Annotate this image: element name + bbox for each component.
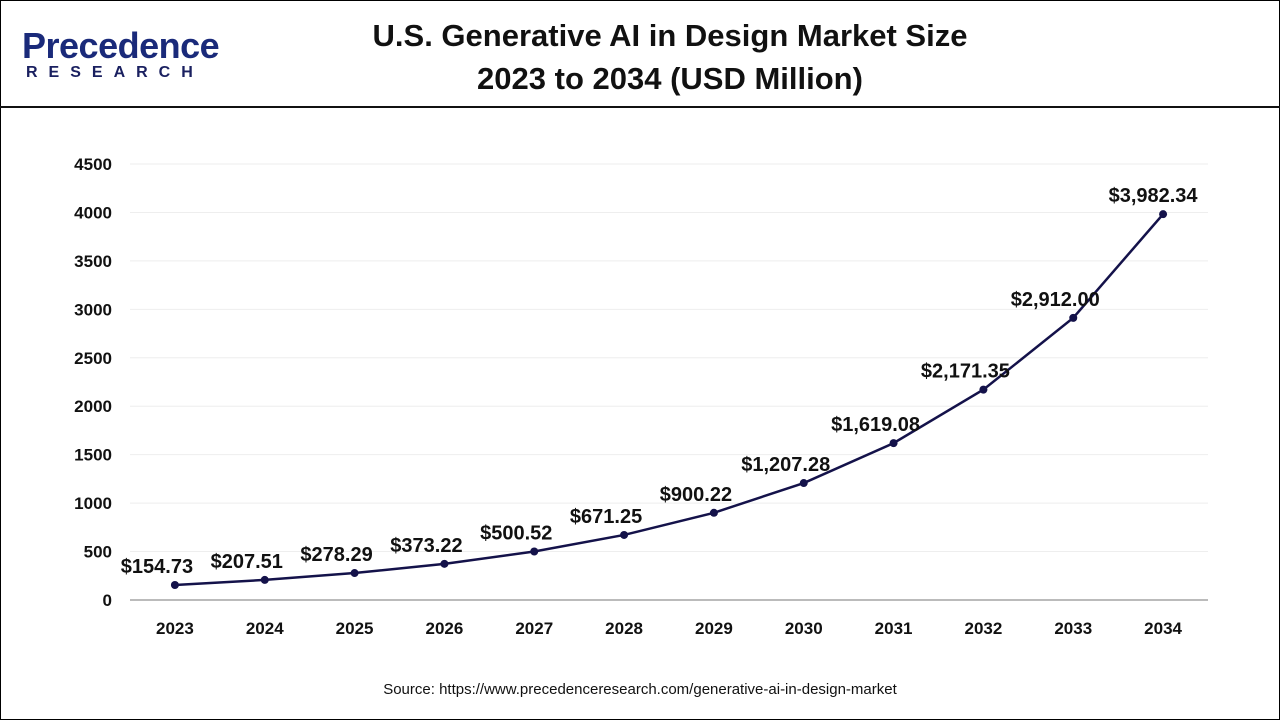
data-point <box>709 508 718 517</box>
x-tick-label: 2026 <box>426 619 464 638</box>
data-label: $373.22 <box>390 535 462 557</box>
data-point <box>799 479 808 488</box>
data-point <box>1159 210 1168 219</box>
x-tick-label: 2028 <box>605 619 643 638</box>
x-tick-label: 2024 <box>246 619 284 638</box>
y-tick-label: 1500 <box>74 446 112 465</box>
logo-line1: Precedence <box>22 25 220 66</box>
data-label: $671.25 <box>570 506 642 528</box>
chart-title: U.S. Generative AI in Design Market Size… <box>330 14 1010 100</box>
data-label: $154.73 <box>121 556 193 578</box>
y-tick-label: 4000 <box>74 203 112 222</box>
data-point <box>1069 313 1078 322</box>
y-tick-label: 2000 <box>74 397 112 416</box>
data-label: $1,207.28 <box>741 454 830 476</box>
data-point <box>979 385 988 394</box>
header: Precedence RESEARCH U.S. Generative AI i… <box>0 0 1280 108</box>
y-tick-label: 4500 <box>74 155 112 174</box>
x-tick-label: 2031 <box>875 619 913 638</box>
x-tick-label: 2034 <box>1144 619 1182 638</box>
data-point <box>350 569 359 578</box>
logo: Precedence RESEARCH <box>22 25 220 82</box>
data-label: $278.29 <box>300 544 372 566</box>
y-tick-label: 0 <box>103 591 112 610</box>
y-tick-label: 500 <box>84 543 112 562</box>
series-line <box>174 213 1165 587</box>
data-point <box>530 547 539 556</box>
y-tick-label: 1000 <box>74 494 112 513</box>
data-point <box>260 575 269 584</box>
data-point <box>620 530 629 539</box>
data-label: $900.22 <box>660 484 732 506</box>
logo-line2: RESEARCH <box>26 64 204 81</box>
data-label: $2,912.00 <box>1011 289 1100 311</box>
title-line1: U.S. Generative AI in Design Market Size <box>372 18 968 53</box>
data-label: $207.51 <box>211 551 283 573</box>
x-tick-label: 2032 <box>965 619 1003 638</box>
data-point <box>889 439 898 448</box>
y-tick-label: 2500 <box>74 349 112 368</box>
x-tick-label: 2025 <box>336 619 374 638</box>
x-tick-label: 2030 <box>785 619 823 638</box>
title-line2: 2023 to 2034 (USD Million) <box>477 61 863 96</box>
data-label: $500.52 <box>480 523 552 545</box>
x-tick-label: 2033 <box>1054 619 1092 638</box>
data-label: $2,171.35 <box>921 361 1010 383</box>
y-tick-label: 3000 <box>74 300 112 319</box>
data-label: $1,619.08 <box>831 414 920 436</box>
x-tick-label: 2029 <box>695 619 733 638</box>
source-note: Source: https://www.precedenceresearch.c… <box>383 681 897 698</box>
y-tick-label: 3500 <box>74 252 112 271</box>
x-tick-label: 2027 <box>515 619 553 638</box>
x-tick-label: 2023 <box>156 619 194 638</box>
data-point <box>170 581 179 590</box>
data-label: $3,982.34 <box>1109 185 1199 207</box>
data-point <box>440 559 449 568</box>
